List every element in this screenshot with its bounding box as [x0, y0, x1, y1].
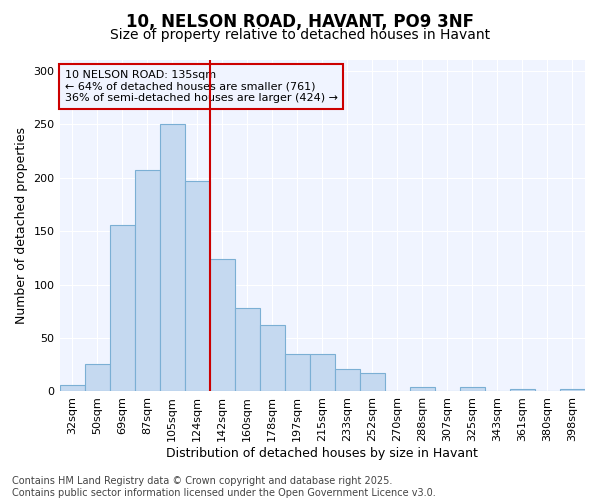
Bar [410, 387, 435, 392]
Bar [560, 390, 585, 392]
Bar [510, 390, 535, 392]
Bar [59, 385, 85, 392]
Bar [460, 387, 485, 392]
X-axis label: Distribution of detached houses by size in Havant: Distribution of detached houses by size … [166, 447, 478, 460]
Text: Size of property relative to detached houses in Havant: Size of property relative to detached ho… [110, 28, 490, 42]
Bar [360, 374, 385, 392]
Bar [85, 364, 110, 392]
Text: 10 NELSON ROAD: 135sqm
← 64% of detached houses are smaller (761)
36% of semi-de: 10 NELSON ROAD: 135sqm ← 64% of detached… [65, 70, 338, 103]
Bar [260, 325, 285, 392]
Bar [285, 354, 310, 392]
Text: Contains HM Land Registry data © Crown copyright and database right 2025.
Contai: Contains HM Land Registry data © Crown c… [12, 476, 436, 498]
Bar [235, 308, 260, 392]
Y-axis label: Number of detached properties: Number of detached properties [15, 127, 28, 324]
Bar [335, 369, 360, 392]
Bar [160, 124, 185, 392]
Bar [185, 181, 209, 392]
Bar [209, 259, 235, 392]
Bar [110, 224, 134, 392]
Bar [134, 170, 160, 392]
Bar [310, 354, 335, 392]
Text: 10, NELSON ROAD, HAVANT, PO9 3NF: 10, NELSON ROAD, HAVANT, PO9 3NF [126, 12, 474, 30]
